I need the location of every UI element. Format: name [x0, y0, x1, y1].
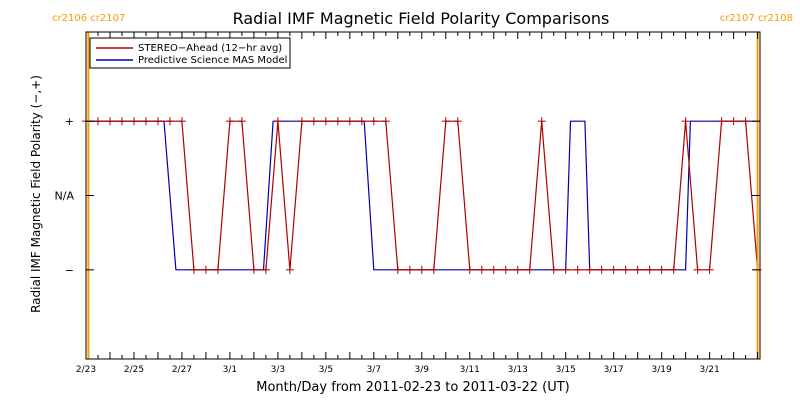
data-point-stereo — [153, 117, 162, 126]
data-point-stereo — [105, 117, 114, 126]
data-point-stereo — [417, 265, 426, 274]
data-point-stereo — [525, 265, 534, 274]
data-point-stereo — [621, 265, 630, 274]
x-tick-label: 3/19 — [652, 365, 672, 375]
data-point-stereo — [165, 117, 174, 126]
data-point-stereo — [333, 117, 342, 126]
data-point-stereo — [717, 117, 726, 126]
data-point-stereo — [357, 117, 366, 126]
data-point-stereo — [705, 265, 714, 274]
series-line-stereo-ahead — [86, 120, 759, 271]
data-point-stereo — [429, 265, 438, 274]
data-point-stereo — [213, 265, 222, 274]
x-tick-label: 3/9 — [415, 365, 430, 375]
data-point-stereo — [117, 117, 126, 126]
data-point-stereo — [633, 265, 642, 274]
plot-frame — [85, 31, 761, 360]
y-axis-label: Radial IMF Magnetic Field Polarity (−,+) — [29, 75, 43, 313]
data-point-stereo — [537, 117, 546, 126]
data-point-stereo — [273, 117, 282, 126]
y-ticks: + N/A − — [55, 115, 760, 277]
data-point-stereo — [177, 117, 186, 126]
plot-area — [82, 32, 762, 359]
x-tick-label: 3/1 — [223, 365, 237, 375]
legend-box — [89, 37, 291, 69]
data-point-stereo — [597, 265, 606, 274]
data-point-stereo — [321, 117, 330, 126]
data-point-stereo — [741, 117, 750, 126]
data-point-stereo — [309, 117, 318, 126]
data-point-stereo — [489, 265, 498, 274]
data-point-stereo — [549, 265, 558, 274]
legend-label-mas: Predictive Science MAS Model — [138, 55, 287, 66]
data-point-stereo — [297, 117, 306, 126]
data-point-stereo — [285, 265, 294, 274]
chart-title: Radial IMF Magnetic Field Polarity Compa… — [233, 9, 610, 28]
series-line-mas-model — [86, 120, 760, 271]
data-point-stereo — [645, 265, 654, 274]
data-point-stereo — [237, 117, 246, 126]
data-point-stereo — [609, 265, 618, 274]
data-point-stereo — [693, 265, 702, 274]
x-tick-label: 2/23 — [76, 365, 96, 375]
data-point-stereo — [189, 265, 198, 274]
x-tick-label: 3/7 — [367, 365, 381, 375]
data-point-stereo — [453, 117, 462, 126]
x-tick-label: 3/3 — [271, 365, 285, 375]
data-point-stereo — [441, 117, 450, 126]
data-point-stereo — [141, 117, 150, 126]
carrington-labels: cr2106 cr2107 cr2107 cr2108 — [52, 13, 793, 24]
legend: STEREO−Ahead (12−hr avg) Predictive Scie… — [89, 37, 291, 69]
data-point-stereo — [501, 265, 510, 274]
data-point-stereo — [381, 117, 390, 126]
x-tick-label: 3/21 — [700, 365, 720, 375]
x-ticks: 2/23 2/25 2/27 3/1 3/3 3/5 3/7 3/9 3/11 3/13 3/15 3… — [76, 32, 759, 375]
data-point-stereo — [657, 265, 666, 274]
x-tick-label: 3/17 — [604, 365, 624, 375]
x-tick-label: 3/5 — [319, 365, 333, 375]
x-axis-label: Month/Day from 2011-02-23 to 2011-03-22 … — [256, 380, 569, 395]
x-tick-label: 2/25 — [124, 365, 144, 375]
data-point-stereo — [405, 265, 414, 274]
data-point-stereo — [129, 117, 138, 126]
data-point-stereo — [249, 265, 258, 274]
carrington-label-left: cr2106 cr2107 — [52, 13, 125, 24]
data-point-stereo — [261, 265, 270, 274]
y-tick-label: N/A — [55, 190, 75, 203]
x-tick-label: 3/11 — [460, 365, 480, 375]
y-tick-label: + — [65, 115, 74, 128]
x-tick-label: 3/15 — [556, 365, 576, 375]
data-point-stereo — [477, 265, 486, 274]
data-point-stereo — [729, 117, 738, 126]
data-point-stereo — [585, 265, 594, 274]
y-tick-label: − — [65, 264, 74, 277]
data-point-stereo — [93, 117, 102, 126]
data-point-stereo — [393, 265, 402, 274]
carrington-label-right: cr2107 cr2108 — [720, 13, 793, 24]
data-point-stereo — [669, 265, 678, 274]
data-point-stereo — [369, 117, 378, 126]
data-point-stereo — [345, 117, 354, 126]
x-tick-label: 3/13 — [508, 365, 528, 375]
data-point-stereo — [201, 265, 210, 274]
data-point-stereo — [573, 265, 582, 274]
legend-label-stereo: STEREO−Ahead (12−hr avg) — [138, 43, 282, 54]
data-point-stereo — [561, 265, 570, 274]
data-point-stereo — [465, 265, 474, 274]
data-point-stereo — [681, 117, 690, 126]
data-point-stereo — [225, 117, 234, 126]
data-point-stereo — [513, 265, 522, 274]
x-tick-label: 2/27 — [172, 365, 192, 375]
